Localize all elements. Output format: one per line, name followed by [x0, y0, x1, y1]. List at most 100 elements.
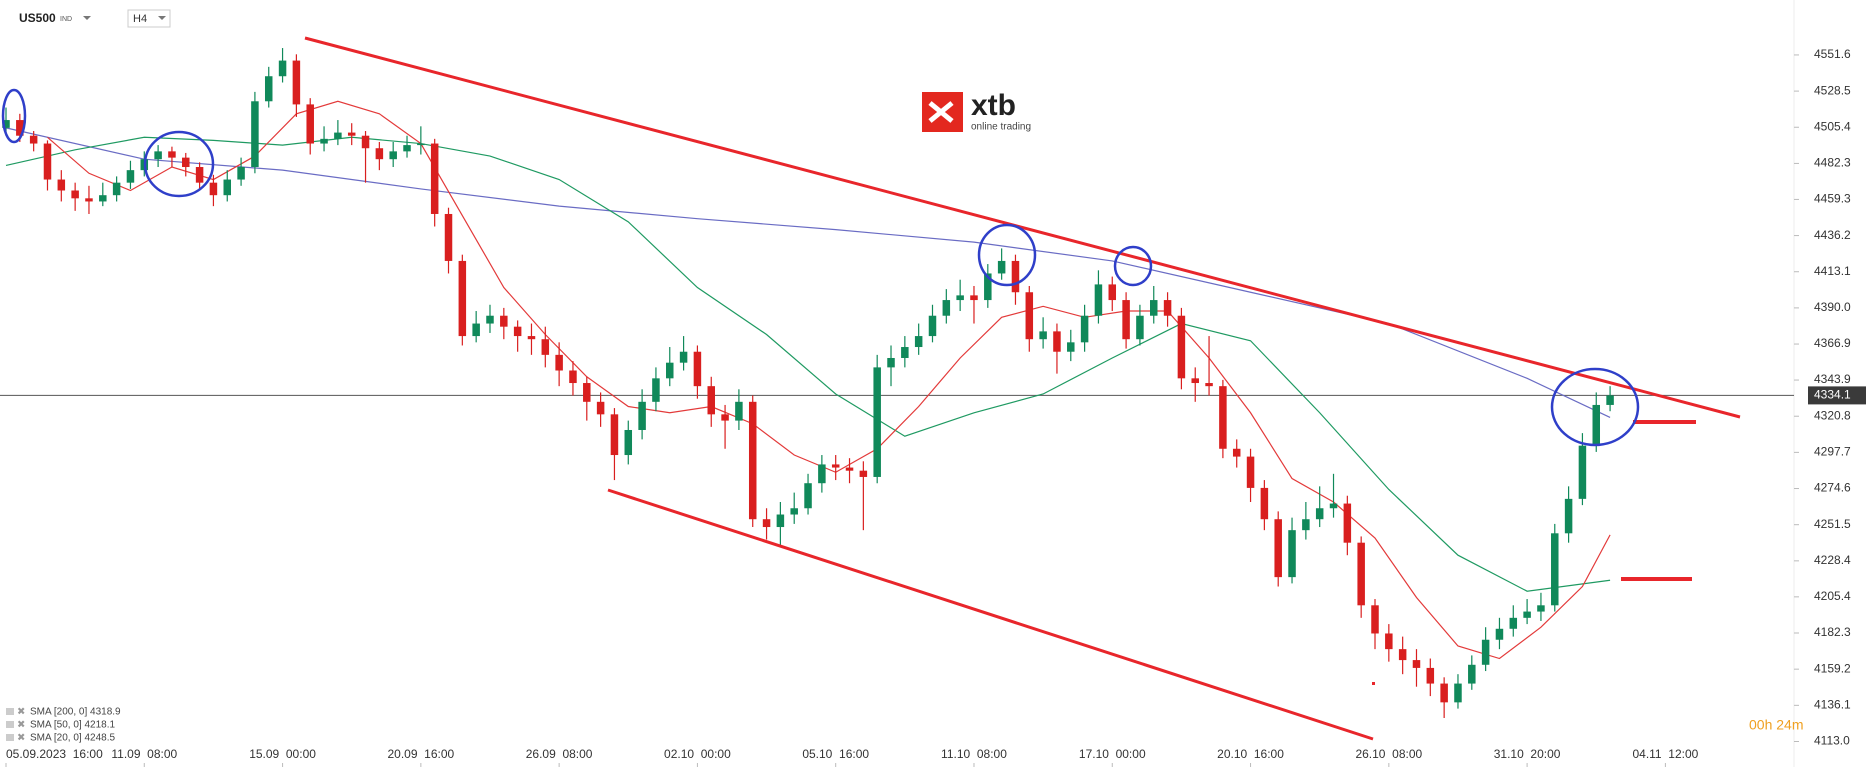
countdown: 00h 24m — [1749, 717, 1803, 733]
dropdown-arrow — [158, 16, 166, 20]
candle-body — [984, 273, 992, 301]
candle-body — [1094, 284, 1103, 316]
candle-body — [1067, 342, 1075, 352]
candle-body — [790, 508, 798, 515]
candle-body — [1163, 300, 1172, 316]
x-tick-label: 15.09 00:00 — [249, 747, 316, 761]
candle-body — [430, 143, 439, 214]
candle-body — [652, 378, 660, 402]
candle-body — [444, 213, 453, 261]
annotations — [1, 36, 1741, 741]
highlight-circle — [1113, 245, 1153, 287]
y-tick-label: 4136.1 — [1814, 697, 1851, 711]
candle-body — [1039, 331, 1047, 340]
candle-body — [845, 467, 854, 471]
x-tick-label: 11.09 08:00 — [111, 747, 177, 761]
candle-body — [1578, 445, 1587, 499]
legend-close[interactable]: ✖ — [17, 733, 25, 744]
candle-body — [596, 401, 605, 415]
y-tick-label: 4551.6 — [1814, 47, 1851, 61]
candle-body — [417, 143, 425, 146]
x-tick-label: 26.09 08:00 — [526, 747, 593, 761]
highlight-circle — [1550, 367, 1640, 447]
x-tick-label: 11.10 08:00 — [941, 747, 1007, 761]
legend-close[interactable]: ✖ — [17, 720, 25, 731]
y-tick-label: 4413.1 — [1814, 264, 1851, 278]
candle-body — [154, 151, 162, 160]
candle-body — [1053, 331, 1061, 352]
candle-body — [292, 60, 301, 105]
candle-body — [195, 167, 204, 183]
candle-body — [804, 483, 812, 509]
candle-body — [334, 132, 342, 139]
current-price-box — [1808, 386, 1866, 405]
candle-body — [486, 315, 494, 324]
y-tick-label: 4251.5 — [1814, 517, 1851, 531]
candle-body — [29, 135, 38, 144]
candle-body — [693, 351, 702, 387]
candle-body — [1260, 487, 1269, 520]
candle-body — [347, 132, 356, 136]
candle-body — [71, 190, 79, 199]
candle-body — [707, 386, 715, 415]
candle-body — [57, 179, 66, 191]
candle-body — [1454, 683, 1462, 703]
candle-body — [251, 101, 259, 168]
candle-body — [168, 151, 176, 158]
legend-close[interactable]: ✖ — [17, 707, 25, 718]
y-tick-label: 4228.4 — [1814, 553, 1851, 567]
candle-body — [43, 143, 52, 180]
candle-body — [970, 295, 978, 301]
candle-body — [1011, 260, 1020, 293]
candle-body — [1371, 605, 1379, 634]
candle-body — [928, 315, 937, 337]
candle-body — [1606, 395, 1614, 405]
candle-body — [182, 157, 190, 168]
legend-icon — [6, 734, 14, 741]
candle-body — [1564, 498, 1573, 534]
candle-body — [99, 195, 107, 202]
candle-body — [831, 464, 840, 468]
candle-body — [1288, 530, 1296, 578]
candle-body — [818, 464, 826, 484]
y-tick-label: 4274.6 — [1814, 481, 1851, 495]
candle-body — [500, 315, 508, 327]
x-tick-label: 17.10 00:00 — [1079, 747, 1146, 761]
highlight-circle — [1, 88, 27, 144]
candle-body — [209, 182, 218, 196]
candle-body — [1537, 605, 1545, 612]
candle-body — [375, 148, 384, 160]
candle-body — [361, 135, 370, 149]
candle-body — [1481, 639, 1490, 665]
candle-body — [1592, 404, 1601, 446]
y-tick-label: 4482.3 — [1814, 156, 1851, 170]
candle-body — [1177, 315, 1186, 379]
dropdown-arrow[interactable] — [83, 16, 91, 20]
candle-body — [1108, 284, 1117, 301]
candle-body — [320, 138, 328, 144]
y-tick-label: 4459.3 — [1814, 192, 1851, 206]
candle-body — [1246, 456, 1255, 488]
candle-body — [112, 182, 121, 196]
x-tick-label: 31.10 20:00 — [1494, 747, 1561, 761]
candle-body — [1551, 533, 1559, 606]
y-tick-label: 4343.9 — [1814, 372, 1851, 386]
legend-entry: SMA [20, 0] 4248.5 — [30, 733, 115, 744]
logo-text: xtb — [971, 89, 1016, 122]
candle-body — [638, 401, 646, 430]
y-tick-label: 4390.0 — [1814, 300, 1851, 314]
x-tick-label: 02.10 00:00 — [664, 747, 731, 761]
timeframe-select[interactable] — [127, 9, 171, 28]
candle-body — [859, 470, 868, 477]
candle-body — [1302, 519, 1310, 531]
timeframe: H4 — [133, 13, 147, 25]
candle-body — [2, 120, 10, 128]
x-tick-label: 26.10 08:00 — [1355, 747, 1422, 761]
candle-body — [997, 260, 1006, 274]
candle-body — [1136, 315, 1144, 340]
candle-body — [1440, 683, 1448, 703]
y-tick-label: 4505.4 — [1814, 119, 1851, 133]
candle-body — [1495, 628, 1504, 640]
candle-body — [16, 120, 24, 136]
